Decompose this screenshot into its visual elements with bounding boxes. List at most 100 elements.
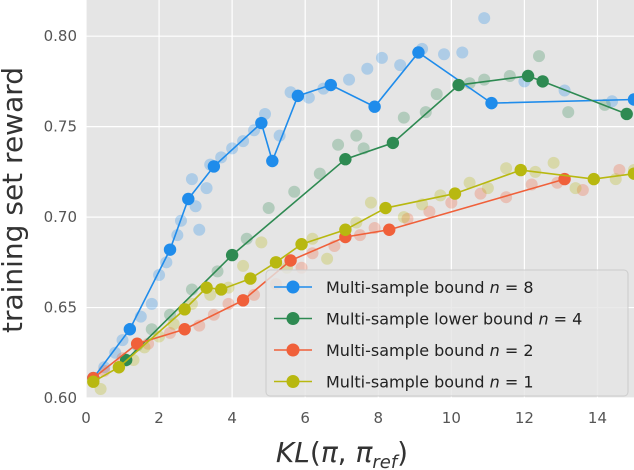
x-axis-title-comma: , bbox=[338, 436, 356, 469]
legend-marker bbox=[286, 375, 300, 388]
scatter-point bbox=[430, 88, 443, 101]
x-tick-label: 0 bbox=[81, 409, 91, 427]
legend-label-value: = 2 bbox=[500, 341, 534, 360]
scatter-point bbox=[397, 211, 410, 224]
x-axis-title-kl: KL bbox=[276, 436, 310, 469]
scatter-point bbox=[350, 129, 363, 142]
scatter-point bbox=[255, 236, 268, 249]
scatter-point bbox=[562, 106, 575, 119]
scatter-point bbox=[419, 106, 432, 119]
series-point bbox=[536, 75, 549, 88]
scatter-point bbox=[164, 308, 177, 321]
scatter-point bbox=[248, 288, 261, 301]
scatter-point bbox=[569, 182, 582, 195]
scatter-point bbox=[237, 259, 250, 272]
series-point bbox=[627, 93, 634, 106]
x-axis-title-open: ( bbox=[310, 436, 321, 469]
scatter-point bbox=[438, 48, 451, 61]
x-axis-title-close: ) bbox=[397, 436, 408, 469]
series-point bbox=[379, 201, 392, 215]
legend-label-text: Multi-sample bound bbox=[326, 341, 490, 360]
scatter-point bbox=[456, 46, 469, 59]
series-point bbox=[448, 187, 462, 200]
x-tick-label: 10 bbox=[442, 409, 461, 427]
series-point bbox=[255, 116, 268, 130]
legend-label: Multi-sample bound n = 1 bbox=[326, 373, 534, 392]
scatter-point bbox=[613, 164, 626, 177]
scatter-point bbox=[606, 95, 619, 108]
series-point bbox=[266, 154, 279, 168]
series-point bbox=[339, 223, 352, 236]
series-point bbox=[178, 323, 191, 336]
series-point bbox=[182, 192, 195, 206]
series-point bbox=[386, 136, 400, 150]
x-axis-title-subscript: ref bbox=[372, 452, 399, 470]
series-point bbox=[587, 172, 601, 186]
series-point bbox=[383, 223, 396, 236]
scatter-point bbox=[481, 182, 494, 195]
scatter-point bbox=[332, 138, 345, 151]
scatter-point bbox=[434, 189, 447, 202]
series-point bbox=[178, 303, 191, 316]
series-point bbox=[200, 281, 213, 294]
series-point bbox=[244, 272, 257, 285]
scatter-point bbox=[237, 135, 250, 148]
series-point bbox=[295, 238, 308, 251]
x-tick-label: 4 bbox=[227, 409, 237, 427]
x-tick-label: 14 bbox=[588, 409, 607, 427]
series-point bbox=[368, 100, 381, 113]
tick-labels: 0 2 4 6 8 10 12 14 0.60 0.65 0.70 0.75 0.80 bbox=[44, 27, 607, 427]
scatter-point bbox=[375, 51, 388, 64]
series-point bbox=[130, 337, 144, 350]
scatter-point bbox=[474, 187, 487, 200]
scatter-point bbox=[109, 346, 122, 359]
legend-label: Multi-sample bound n = 8 bbox=[326, 278, 534, 297]
scatter-point bbox=[262, 202, 275, 215]
legend-box bbox=[265, 269, 629, 397]
y-tick-label: 0.60 bbox=[44, 389, 77, 407]
series-point bbox=[291, 89, 305, 103]
scatter-point bbox=[240, 232, 253, 245]
scatter-point bbox=[185, 173, 198, 186]
series-point bbox=[123, 323, 137, 336]
scatter-point bbox=[226, 142, 239, 155]
scatter-point bbox=[463, 176, 476, 189]
legend-label-value: = 8 bbox=[500, 278, 534, 297]
scatter-point bbox=[98, 361, 111, 374]
scatter-point bbox=[211, 265, 224, 278]
series-point bbox=[514, 163, 527, 177]
scatter-point bbox=[533, 50, 546, 63]
scatter-point bbox=[576, 183, 589, 196]
y-tick-label: 0.65 bbox=[44, 299, 77, 317]
legend-label-value: = 4 bbox=[549, 310, 583, 329]
legend: Multi-sample bound n = 8 Multi-sample low… bbox=[265, 269, 629, 397]
legend-label-value: = 1 bbox=[500, 373, 534, 392]
legend-label: Multi-sample bound n = 2 bbox=[326, 341, 534, 360]
scatter-point bbox=[401, 212, 414, 225]
legend-label-text: Multi-sample bound bbox=[326, 373, 490, 392]
y-tick-label: 0.75 bbox=[44, 118, 77, 136]
legend-label-n: n bbox=[490, 373, 500, 392]
scatter-point bbox=[288, 185, 301, 198]
series-point bbox=[207, 160, 221, 173]
scatter-point bbox=[200, 182, 213, 195]
series-point bbox=[620, 107, 633, 121]
scatter-point bbox=[364, 196, 377, 209]
series-point bbox=[269, 256, 283, 269]
series-point bbox=[452, 78, 465, 92]
series-point bbox=[225, 248, 239, 262]
y-axis-title: training set reward bbox=[0, 67, 29, 333]
scatter-point bbox=[313, 167, 326, 180]
scatter-point bbox=[397, 111, 410, 124]
scatter-point bbox=[193, 223, 206, 236]
series-point bbox=[339, 153, 352, 166]
y-tick-label: 0.80 bbox=[44, 27, 77, 45]
legend-label-n: n bbox=[538, 310, 548, 329]
series-point bbox=[627, 167, 634, 180]
series-point bbox=[112, 361, 126, 374]
legend-marker bbox=[286, 312, 300, 325]
series-point bbox=[236, 294, 250, 307]
series-point bbox=[485, 96, 498, 110]
lines-layer bbox=[87, 46, 634, 388]
